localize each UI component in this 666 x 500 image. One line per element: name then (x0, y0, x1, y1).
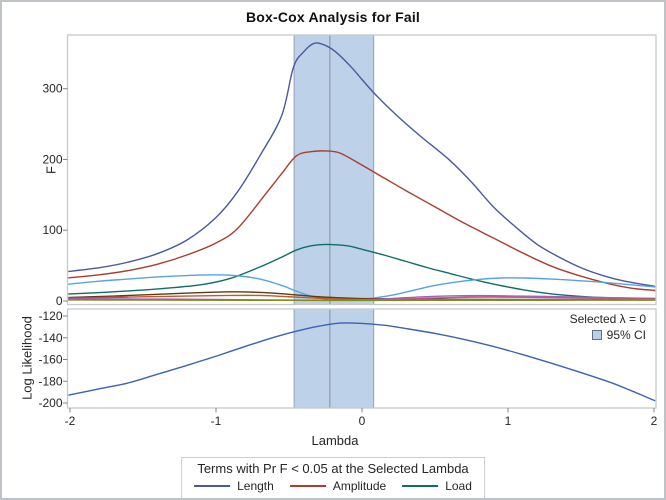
load-line-icon (402, 485, 439, 487)
y-tick-label: -160 (38, 353, 62, 367)
curve-log-likelihood (68, 322, 656, 402)
curve-length (68, 42, 656, 288)
legend-item-label: Length (237, 479, 274, 493)
legend-item-amplitude: Amplitude (289, 479, 387, 493)
legend-box: Terms with Pr F < 0.05 at the Selected L… (181, 457, 485, 498)
x-tick-label: 2 (651, 414, 658, 428)
y-tick-label: 0 (56, 294, 63, 308)
y-tick-label: 300 (42, 82, 62, 96)
legend-item-load: Load (402, 479, 472, 493)
ci-swatch-icon (591, 330, 602, 340)
y-tick-label: 200 (42, 152, 62, 166)
curve-load (68, 243, 656, 300)
amplitude-line-icon (289, 485, 326, 487)
legend-item-label: Amplitude (332, 479, 387, 493)
ci-label: 95% CI (606, 328, 646, 342)
ci-band (294, 35, 374, 305)
f-axis-label: F (43, 166, 59, 174)
legend-title: Terms with Pr F < 0.05 at the Selected L… (197, 461, 469, 476)
x-tick-label: -1 (211, 414, 222, 428)
x-tick-label: 1 (505, 414, 512, 428)
f-panel: 0 100 200 300 (42, 34, 657, 308)
ci-legend-row: 95% CI (570, 327, 646, 343)
x-tick-label: 0 (359, 414, 366, 428)
y-tick-label: -180 (38, 374, 62, 388)
selected-lambda-inset: Selected λ = 0 95% CI (570, 311, 646, 343)
x-axis: -2 -1 0 1 2 (65, 408, 658, 428)
length-line-icon (194, 485, 231, 487)
y-tick-label: -120 (38, 309, 62, 323)
selected-lambda-label: Selected λ = 0 (569, 312, 646, 326)
y-tick-label: 100 (42, 223, 62, 237)
legend-item-label: Load (445, 479, 472, 493)
ci-band (294, 309, 374, 408)
f-panel-border (66, 34, 657, 306)
loglik-axis-label: Log Likelihood (19, 316, 35, 400)
chart-title: Box-Cox Analysis for Fail (245, 9, 421, 25)
curve-term-olive (68, 299, 656, 302)
legend-items: Length Amplitude Load (194, 479, 472, 493)
curve-amplitude (68, 150, 656, 292)
lambda-axis-label: Lambda (311, 433, 359, 448)
legend-item-length: Length (194, 479, 274, 493)
y-tick-label: -140 (38, 331, 62, 345)
y-tick-label: -200 (38, 396, 62, 410)
x-tick-label: -2 (65, 414, 76, 428)
loglik-panel: -120 -140 -160 -180 -200 (38, 308, 657, 410)
